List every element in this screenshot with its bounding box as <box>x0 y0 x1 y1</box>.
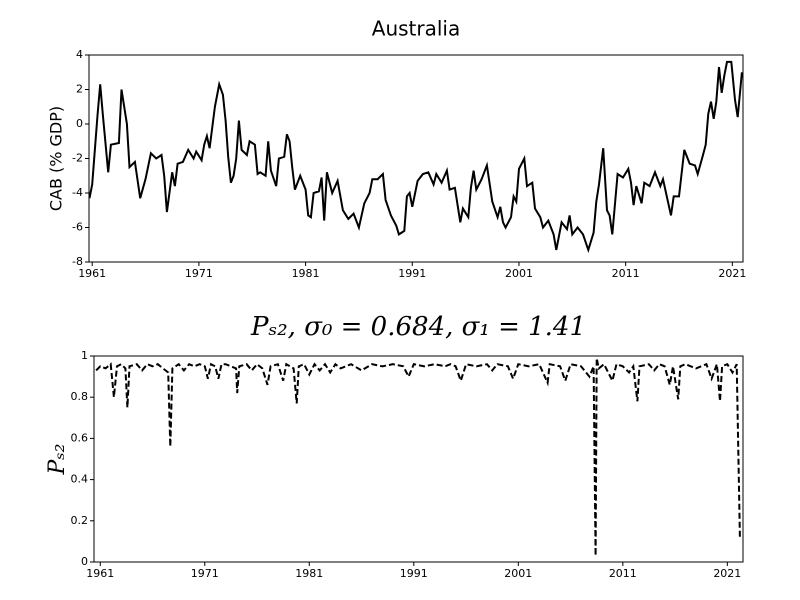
y-tick-label: 0.2 <box>71 514 89 527</box>
x-tick-label: 1981 <box>295 567 323 580</box>
series-line <box>95 357 741 556</box>
x-tick-label: 1971 <box>185 267 213 280</box>
x-tick-label: 1961 <box>78 267 106 280</box>
x-tick-label: 1971 <box>191 567 219 580</box>
y-tick-label: 0.4 <box>71 473 89 486</box>
y-tick-label: 2 <box>76 83 83 96</box>
y-axis-label: Pₛ₂ <box>45 443 70 475</box>
y-tick-label: 0 <box>81 555 88 568</box>
x-tick-label: 1981 <box>292 267 320 280</box>
y-tick-label: 0.6 <box>71 431 89 444</box>
x-tick-label: 1991 <box>398 267 426 280</box>
x-tick-label: 2021 <box>713 567 741 580</box>
y-axis-label: CAB (% GDP) <box>47 106 66 211</box>
chart-title: Australia <box>372 17 460 41</box>
y-tick-label: -2 <box>72 152 83 165</box>
x-tick-label: 2021 <box>718 267 746 280</box>
x-tick-label: 2001 <box>504 567 532 580</box>
plot-frame <box>88 54 744 263</box>
x-tick-label: 2011 <box>609 567 637 580</box>
y-tick-label: 0.8 <box>71 390 89 403</box>
x-tick-label: 1991 <box>400 567 428 580</box>
series-line <box>88 60 743 254</box>
y-tick-label: -6 <box>72 221 83 234</box>
y-tick-label: -8 <box>72 255 83 268</box>
y-tick-label: -4 <box>72 186 83 199</box>
chart-title: Pₛ₂, σ₀ = 0.684, σ₁ = 1.41 <box>250 312 586 342</box>
y-tick-label: 0 <box>76 117 83 130</box>
plot-frame <box>93 355 744 563</box>
y-tick-label: 4 <box>76 48 83 61</box>
x-tick-label: 2011 <box>612 267 640 280</box>
y-tick-label: 1 <box>81 349 88 362</box>
x-tick-label: 2001 <box>505 267 533 280</box>
x-tick-label: 1961 <box>86 567 114 580</box>
